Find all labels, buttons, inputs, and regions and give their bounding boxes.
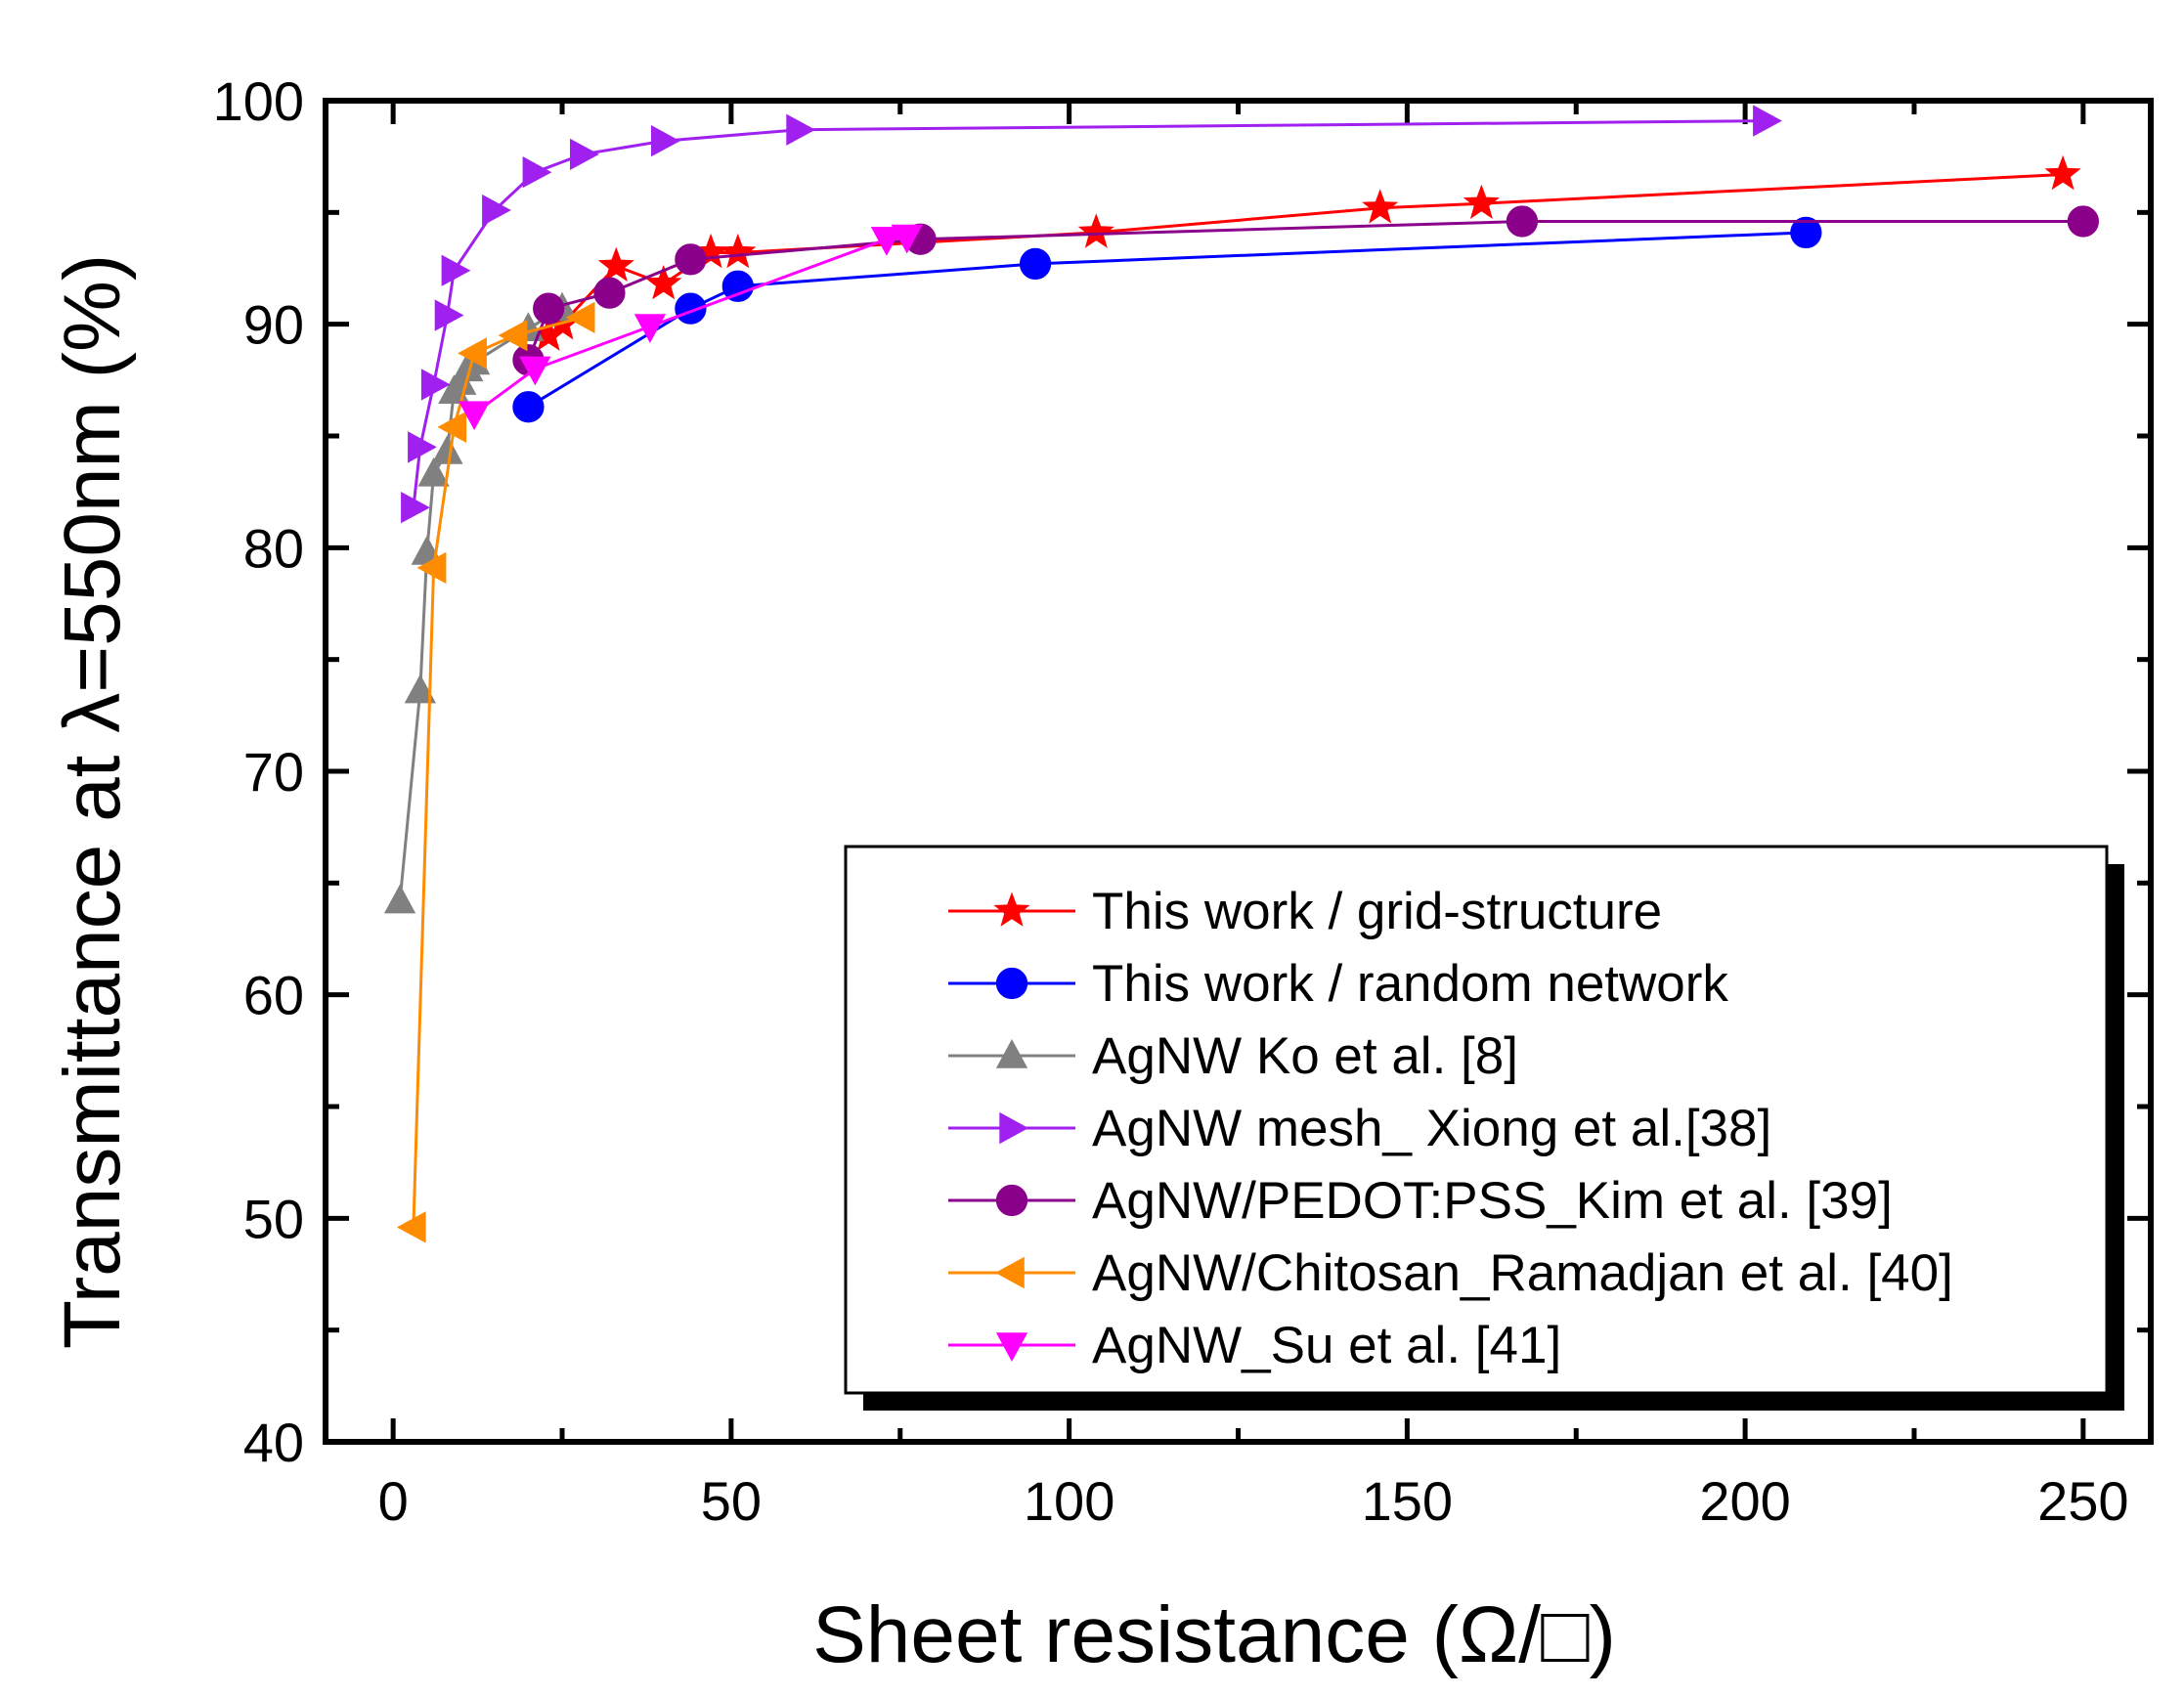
series-6 <box>459 224 923 431</box>
data-point <box>522 156 552 189</box>
series-line <box>547 173 2064 337</box>
data-point <box>870 227 903 256</box>
data-point <box>891 224 923 254</box>
legend-label: AgNW/Chitosan_Ramadjan et al. [40] <box>1092 1244 1953 1302</box>
y-tick-label: 60 <box>243 965 304 1026</box>
data-point <box>593 277 626 309</box>
x-tick-label: 100 <box>1024 1470 1114 1532</box>
data-point <box>645 265 682 300</box>
data-point <box>2044 154 2081 191</box>
data-point <box>1506 205 1539 238</box>
data-point <box>1790 216 1822 249</box>
legend-item: AgNW/PEDOT:PSS_Kim et al. [39] <box>948 1172 1893 1230</box>
data-point <box>417 457 450 487</box>
y-tick-label: 100 <box>213 70 304 132</box>
data-point <box>512 391 545 423</box>
x-tick-label: 50 <box>701 1470 762 1532</box>
data-point <box>408 431 437 463</box>
data-point <box>458 337 487 370</box>
x-tick-label: 0 <box>378 1470 409 1532</box>
legend-label: This work / random network <box>1092 955 1728 1013</box>
data-point <box>570 138 599 170</box>
data-point <box>441 254 471 286</box>
data-point <box>533 292 565 325</box>
x-tick-label: 200 <box>1699 1470 1790 1532</box>
legend-item: This work / grid-structure <box>948 883 1662 940</box>
series-5 <box>396 301 595 1243</box>
y-tick-label: 80 <box>243 517 304 579</box>
data-point <box>482 194 511 227</box>
data-point <box>1019 247 1052 281</box>
data-point <box>720 233 757 269</box>
legend-item: AgNW Ko et al. [8] <box>948 1027 1518 1085</box>
x-tick-label: 250 <box>2037 1470 2128 1532</box>
y-tick-label: 90 <box>243 294 304 356</box>
data-point <box>1077 213 1114 248</box>
series-layer <box>383 105 2099 1243</box>
legend-item: AgNW_Su et al. [41] <box>948 1317 1561 1374</box>
y-tick-label: 40 <box>243 1412 304 1473</box>
y-axis-ticks: 40 50 60 70 80 90 100 <box>213 70 2151 1473</box>
legend-swatch-marker <box>995 1332 1028 1362</box>
y-axis-title: Transmittance at λ=550nm (%) <box>48 254 137 1349</box>
x-axis-ticks: 0 50 100 150 200 250 <box>378 101 2129 1532</box>
data-point <box>530 316 567 351</box>
series-line <box>527 231 1807 409</box>
legend-item: This work / random network <box>948 955 1728 1013</box>
data-point <box>431 435 463 464</box>
legend-item: AgNW mesh_ Xiong et al.[38] <box>948 1100 1771 1157</box>
data-point <box>721 270 754 302</box>
series-1 <box>512 216 1822 423</box>
legend-swatch-marker <box>995 1256 1025 1289</box>
y-tick-label: 50 <box>243 1188 304 1249</box>
legend-box <box>844 845 2109 1395</box>
legend-label: AgNW_Su et al. [41] <box>1092 1317 1561 1374</box>
data-point <box>2067 205 2099 238</box>
data-point <box>1753 105 1782 137</box>
legend-label: AgNW Ko et al. [8] <box>1092 1027 1518 1085</box>
data-point <box>597 246 634 282</box>
legend: This work / grid-structure This work / ra… <box>844 845 2124 1411</box>
data-point <box>565 301 595 333</box>
data-point <box>437 411 467 443</box>
data-point <box>459 401 491 431</box>
legend-label: AgNW mesh_ Xiong et al.[38] <box>1092 1100 1771 1157</box>
data-point <box>434 299 464 331</box>
legend-label: This work / grid-structure <box>1092 883 1662 940</box>
x-axis-title: Sheet resistance (Ω/□) <box>812 1590 1616 1679</box>
data-point <box>1362 189 1399 224</box>
legend-swatch-marker <box>995 967 1028 1000</box>
legend-swatch-marker <box>993 891 1030 927</box>
data-point <box>1463 184 1500 219</box>
data-point <box>401 492 430 524</box>
data-point <box>633 314 667 343</box>
legend-swatch-marker <box>999 1111 1028 1145</box>
data-point <box>416 551 447 585</box>
series-3 <box>401 105 1782 524</box>
legend-swatch-marker <box>995 1184 1028 1217</box>
data-point <box>675 243 707 276</box>
x-tick-label: 150 <box>1362 1470 1453 1532</box>
series-line <box>527 220 2083 361</box>
data-point <box>498 320 528 352</box>
data-point <box>404 674 436 704</box>
legend-swatch-marker <box>995 1039 1028 1068</box>
legend-label: AgNW/PEDOT:PSS_Kim et al. [39] <box>1092 1172 1893 1230</box>
data-point <box>675 292 707 325</box>
series-line <box>412 119 1766 508</box>
data-point <box>396 1211 426 1243</box>
data-point <box>786 113 815 146</box>
data-point <box>692 233 729 269</box>
legend-item: AgNW/Chitosan_Ramadjan et al. [40] <box>948 1244 1953 1302</box>
data-point <box>651 125 680 157</box>
data-point <box>383 884 416 914</box>
series-2 <box>383 291 579 914</box>
data-point <box>420 369 451 401</box>
y-tick-label: 70 <box>243 741 304 803</box>
data-point <box>519 356 551 386</box>
